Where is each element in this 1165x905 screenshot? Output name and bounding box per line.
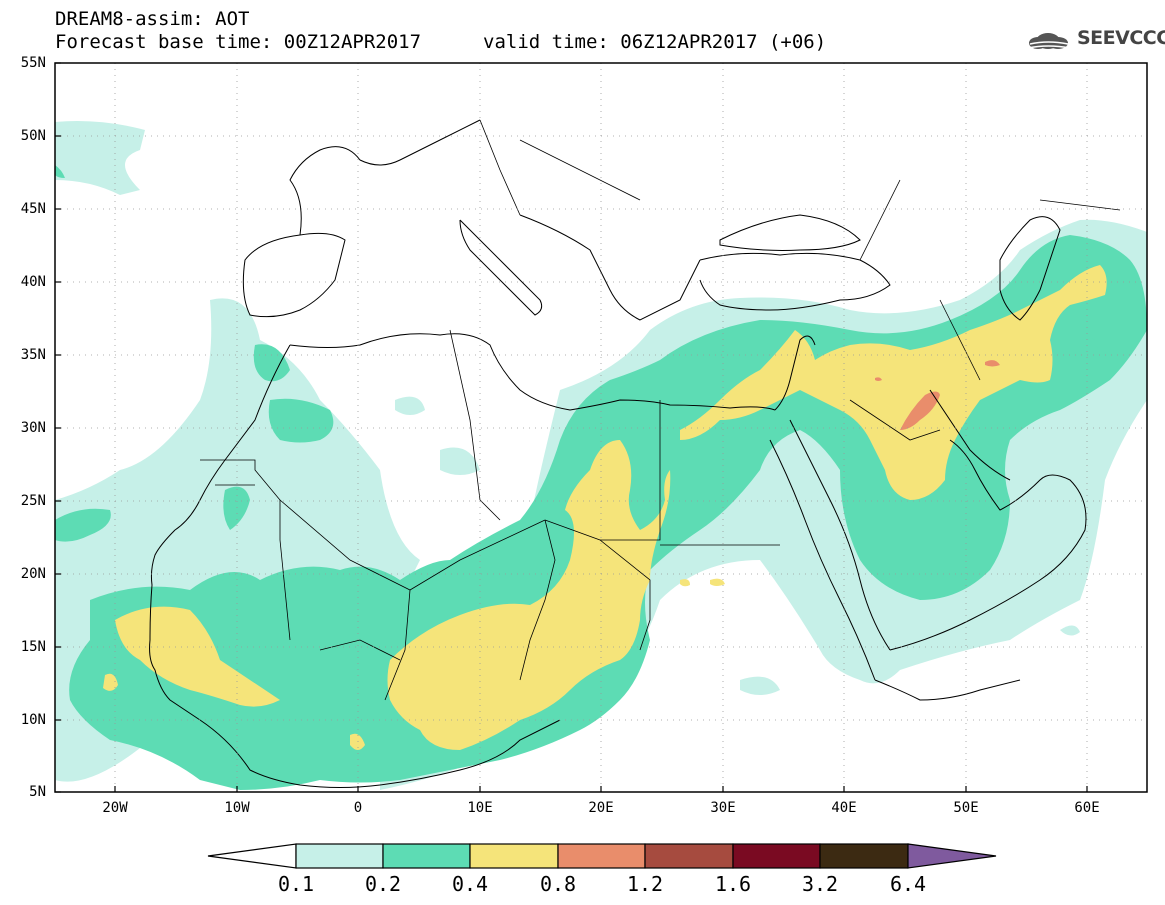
lat-label-5n: 5N: [29, 784, 46, 800]
colorbar-segment-2: [382, 843, 471, 869]
lat-label-50n: 50N: [20, 128, 46, 144]
lat-label-30n: 30N: [20, 420, 46, 436]
lon-label-30e: 30E: [710, 800, 736, 816]
country-borders: [200, 119, 1121, 701]
colorbar-label-0.4: 0.4: [451, 872, 489, 896]
colorbar-segment-under: [207, 843, 297, 869]
colorbar-label-3.2: 3.2: [801, 872, 839, 896]
title-line-1: DREAM8-assim: AOT: [55, 8, 250, 30]
coastlines: [149, 119, 1087, 788]
lon-label-20w: 20W: [102, 800, 128, 816]
forecast-base-time: Forecast base time: 00Z12APR2017: [55, 31, 422, 53]
lon-label-20e: 20E: [588, 800, 614, 816]
lat-label-35n: 35N: [20, 347, 46, 363]
colorbar-label-0.1: 0.1: [277, 872, 315, 896]
colorbar-label-1.6: 1.6: [714, 872, 752, 896]
lon-label-60e: 60E: [1074, 800, 1100, 816]
colorbar-segment-6: [732, 843, 821, 869]
colorbar-segment-3: [469, 843, 559, 869]
aot-level-0.4: [103, 265, 1107, 750]
aot-contours: [55, 121, 1147, 790]
colorbar-label-6.4: 6.4: [889, 872, 927, 896]
lat-label-45n: 45N: [20, 201, 46, 217]
lat-label-20n: 20N: [20, 566, 46, 582]
grid-lines: [55, 63, 1147, 792]
lat-label-25n: 25N: [20, 493, 46, 509]
cloud-logo-icon: [1027, 33, 1071, 49]
logo-text: SEEVCCC: [1077, 27, 1165, 49]
colorbar-segment-over: [907, 843, 997, 869]
colorbar-segment-5: [644, 843, 734, 869]
lat-label-55n: 55N: [20, 55, 46, 71]
colorbar: [207, 843, 997, 869]
lon-label-40e: 40E: [831, 800, 857, 816]
lon-label-0: 0: [353, 800, 363, 816]
colorbar-segment-4: [557, 843, 646, 869]
colorbar-segment-1: [295, 843, 384, 869]
colorbar-segment-7: [819, 843, 909, 869]
colorbar-label-0.2: 0.2: [364, 872, 402, 896]
lat-label-10n: 10N: [20, 712, 46, 728]
colorbar-label-1.2: 1.2: [626, 872, 664, 896]
valid-time: valid time: 06Z12APR2017 (+06): [483, 31, 827, 53]
lon-label-10e: 10E: [467, 800, 493, 816]
axis-ticks: [55, 62, 1088, 793]
aot-level-0.8: [875, 360, 1000, 430]
lon-label-10w: 10W: [224, 800, 250, 816]
lon-label-50e: 50E: [953, 800, 979, 816]
colorbar-label-0.8: 0.8: [539, 872, 577, 896]
lat-label-40n: 40N: [20, 274, 46, 290]
lat-label-15n: 15N: [20, 639, 46, 655]
